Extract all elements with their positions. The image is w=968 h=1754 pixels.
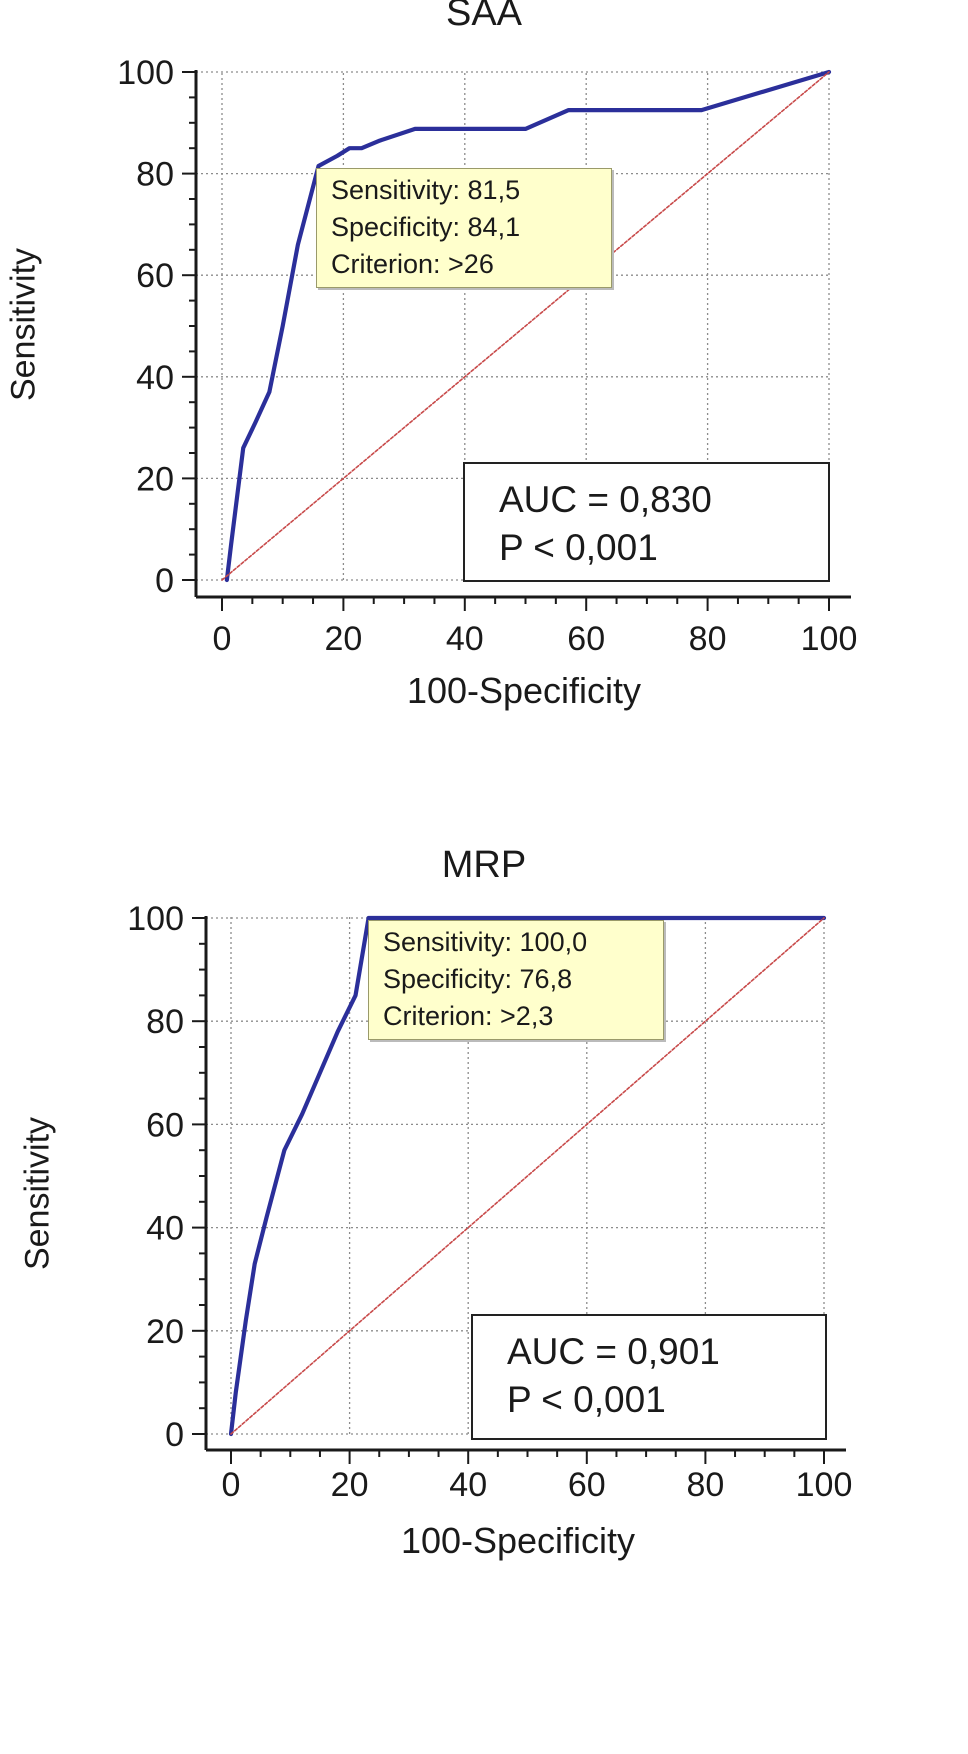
y-tick-label: 20 [146,1313,184,1351]
x-tick-label: 20 [324,620,362,658]
x-tick-label: 80 [686,1466,724,1504]
x-tick-label: 100 [796,1466,853,1504]
x-tick-label: 40 [446,620,484,658]
reference-diagonal-line [230,917,825,1435]
auc-box: AUC = 0,830 P < 0,001 [463,462,830,582]
x-tick-label: 0 [222,1466,241,1504]
criterion-tooltip: Sensitivity: 81,5 Specificity: 84,1 Crit… [316,168,612,288]
x-tick-label: 0 [213,620,232,658]
annot-criterion: Criterion: >26 [331,249,494,279]
plot-area: 0 20 40 60 80 100 0 20 40 60 80 100 [127,900,853,1504]
y-tick-label: 20 [136,460,174,498]
y-tick-label: 80 [136,156,174,194]
y-tick-label: 60 [146,1106,184,1144]
y-tick-label: 0 [165,1416,184,1454]
x-tick-label: 100 [801,620,858,658]
roc-curve-line [224,69,832,583]
roc-curve-line [228,915,827,1437]
roc-chart-saa: SAA Sensitivity 100-Specificity 0 20 40 60 8… [5,0,858,711]
annot-criterion: Criterion: >2,3 [383,1001,554,1031]
auc-box: AUC = 0,901 P < 0,001 [471,1314,827,1440]
x-tick-label: 80 [689,620,727,658]
criterion-tooltip: Sensitivity: 100,0 Specificity: 76,8 Cri… [368,920,664,1040]
chart-title: MRP [441,844,527,886]
auc-value: AUC = 0,901 [507,1331,720,1372]
y-tick-label: 100 [117,54,174,92]
y-tick-label: 60 [136,257,174,295]
plot-area: 0 20 40 60 80 100 0 20 40 60 80 100 [117,54,858,658]
reference-diagonal-line [221,71,830,581]
y-tick-label: 40 [136,359,174,397]
annot-specificity: Specificity: 76,8 [383,964,573,994]
x-tick-label: 20 [331,1466,369,1504]
annot-specificity: Specificity: 84,1 [331,212,521,242]
x-axis-label: 100-Specificity [400,1520,636,1561]
y-tick-label: 40 [146,1210,184,1248]
p-value: P < 0,001 [499,527,658,568]
annot-sensitivity: Sensitivity: 81,5 [331,175,521,205]
p-value: P < 0,001 [507,1379,666,1420]
roc-chart-mrp: MRP Sensitivity 100-Specificity 0 20 40 60 8… [0,844,968,1721]
x-tick-label: 60 [567,620,605,658]
chart-title: SAA [445,0,523,34]
x-tick-label: 40 [449,1466,487,1504]
x-tick-label: 60 [568,1466,606,1504]
auc-value: AUC = 0,830 [499,479,712,520]
annot-sensitivity: Sensitivity: 100,0 [383,927,588,957]
y-tick-label: 100 [127,900,184,938]
y-tick-label: 80 [146,1003,184,1041]
y-tick-label: 0 [155,562,174,600]
x-axis-label: 100-Specificity [406,670,642,711]
